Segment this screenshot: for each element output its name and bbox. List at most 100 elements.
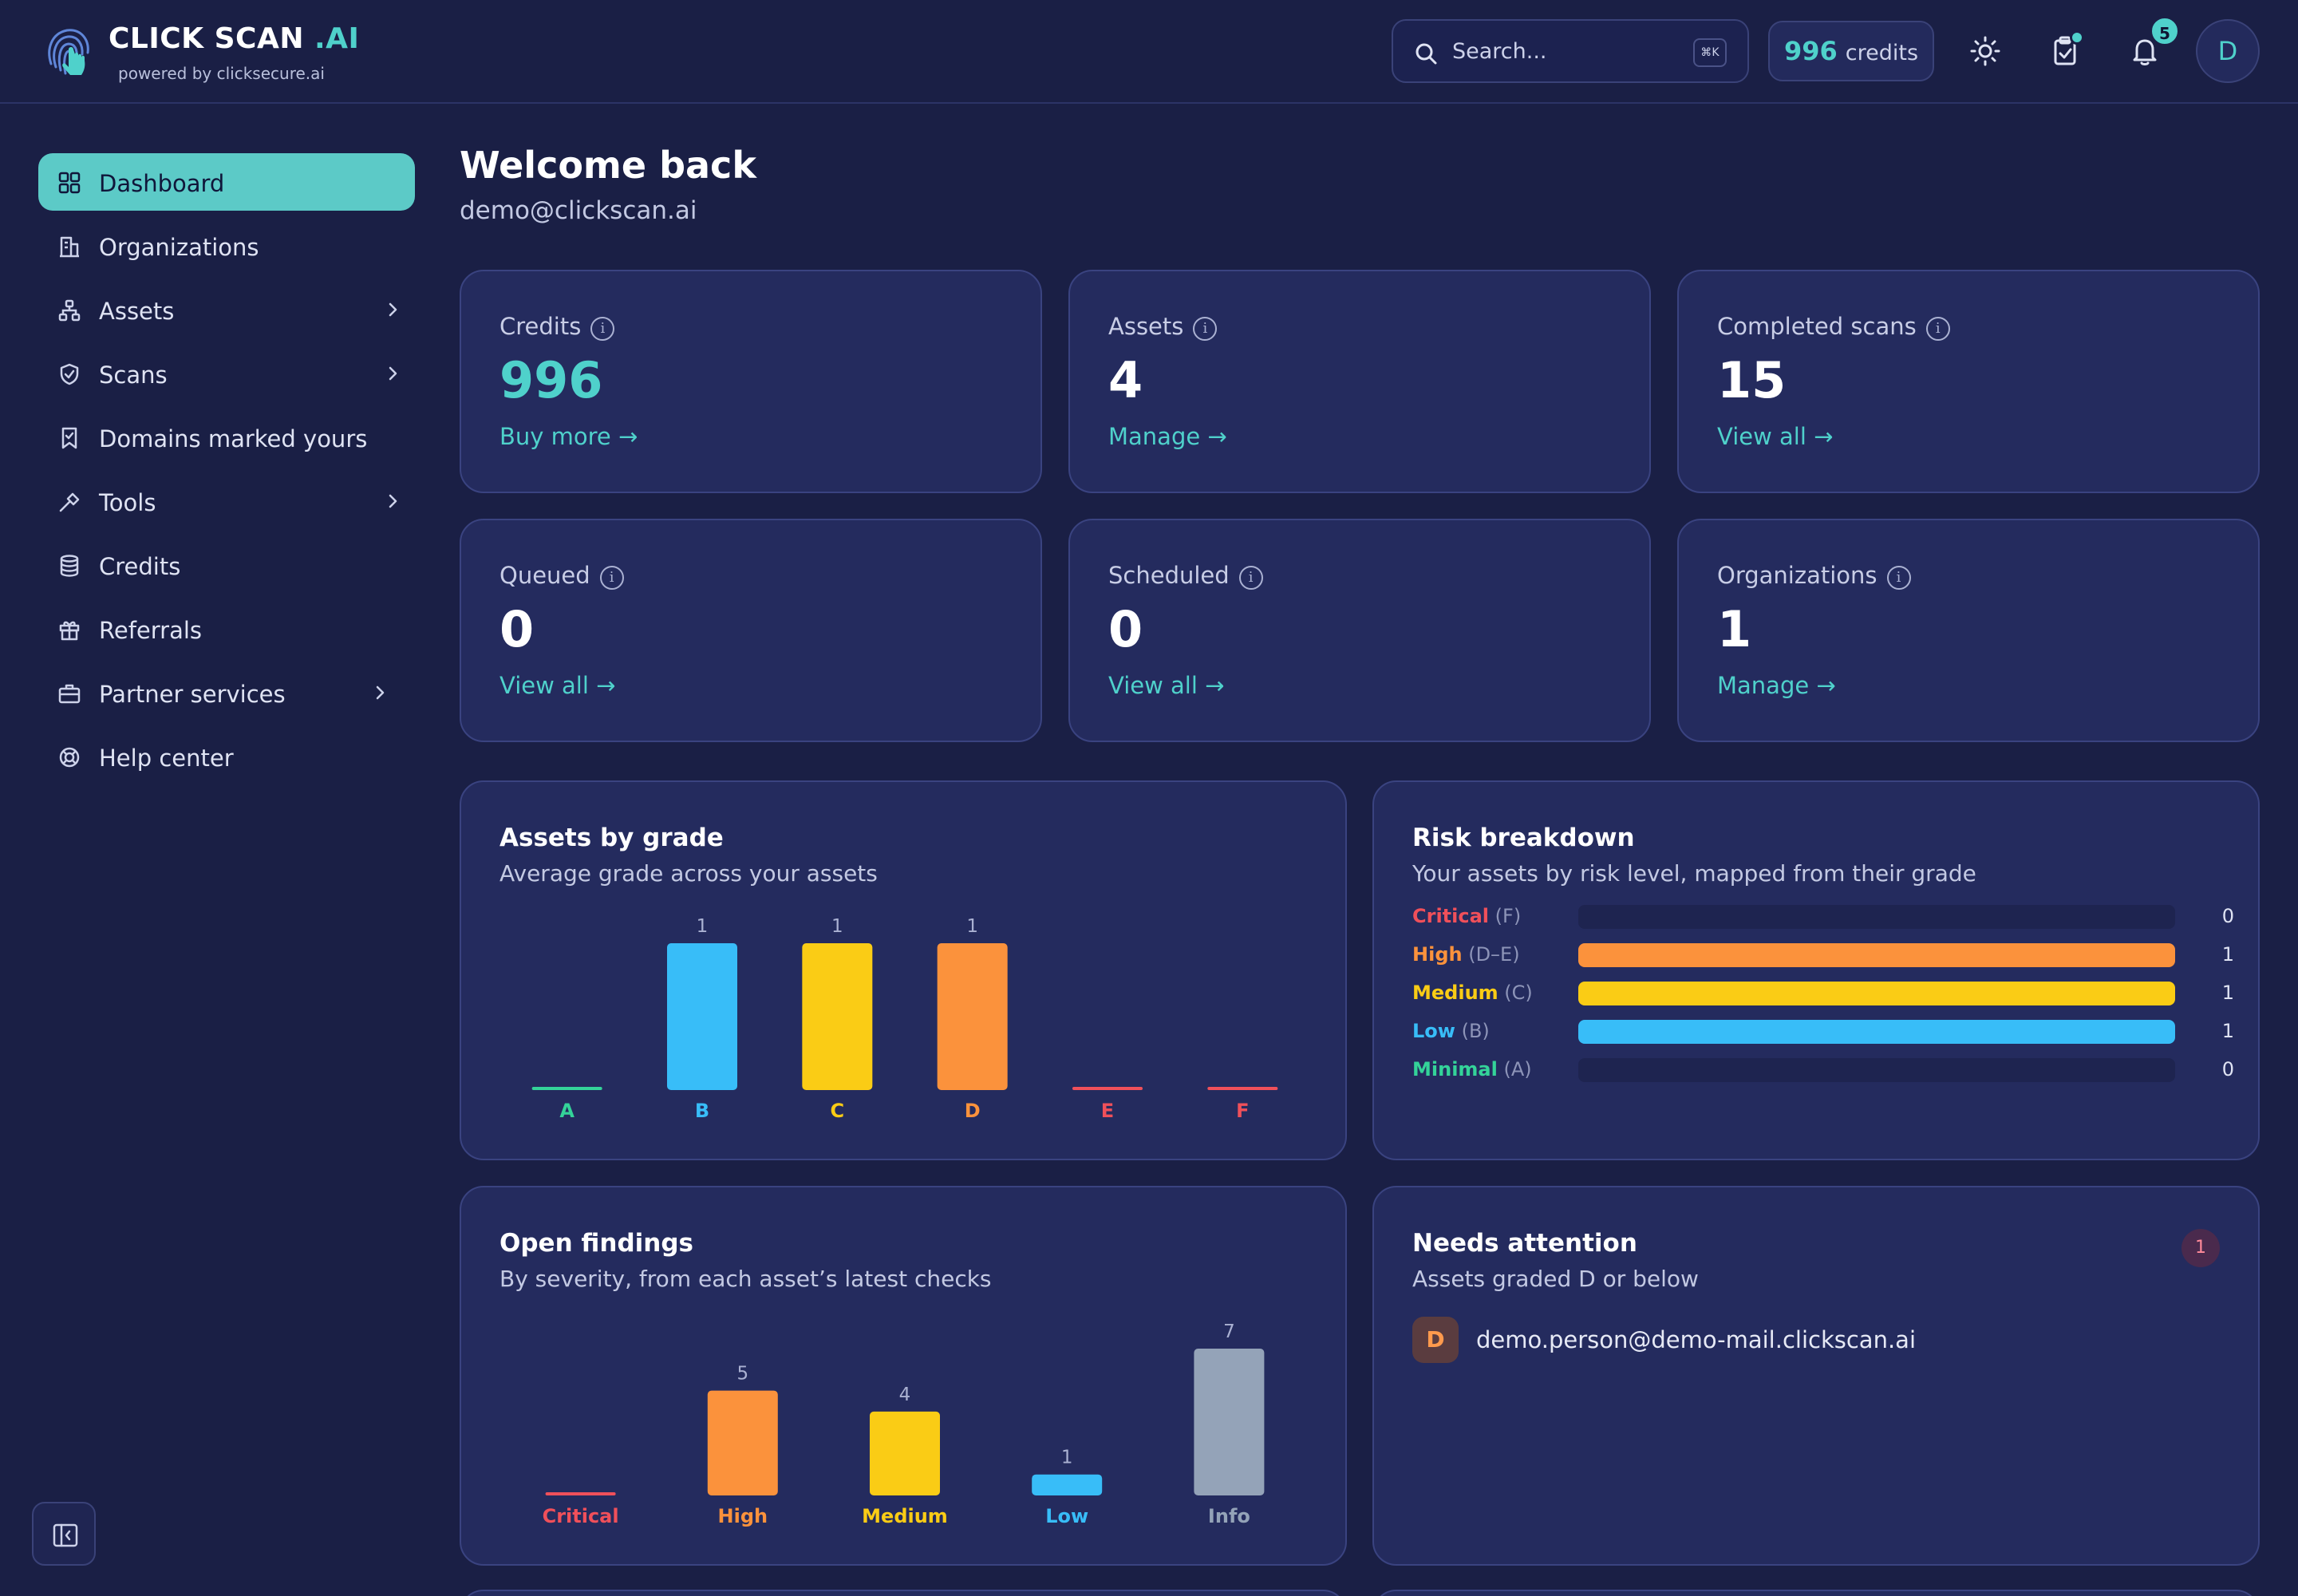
tick-label-f: F xyxy=(1236,1100,1249,1122)
bar-f[interactable] xyxy=(1207,1087,1278,1090)
brand-tagline: powered by clicksecure.ai xyxy=(118,64,325,83)
manage-organizations-link[interactable]: Manage → xyxy=(1717,672,1836,699)
bookmark-icon xyxy=(61,427,77,449)
info-icon[interactable]: i xyxy=(1886,566,1911,590)
sidebar-item-label: Scans xyxy=(99,361,168,389)
stat-value: 15 xyxy=(1717,351,1787,409)
credits-pill[interactable]: 996 credits xyxy=(1768,21,1934,81)
risk-count: 1 xyxy=(2221,1020,2234,1042)
bar-e[interactable] xyxy=(1072,1087,1143,1090)
bar-medium[interactable] xyxy=(870,1411,940,1495)
database-icon xyxy=(60,555,79,577)
chevron-right-icon xyxy=(389,302,397,317)
sidebar-item-assets[interactable]: Assets xyxy=(38,281,415,338)
bar-high[interactable] xyxy=(707,1390,778,1495)
view-completed-scans-link[interactable]: View all → xyxy=(1717,423,1834,450)
info-icon[interactable]: i xyxy=(590,317,615,341)
risk-bar-fill xyxy=(1578,982,2175,1005)
bar-b[interactable] xyxy=(667,943,737,1090)
sidebar-item-label: Credits xyxy=(99,553,181,580)
search-shortcut: ⌘K xyxy=(1693,38,1727,67)
sitemap-icon xyxy=(58,299,81,322)
user-avatar[interactable]: D xyxy=(2196,19,2260,83)
collapse-sidebar-button[interactable] xyxy=(32,1502,96,1566)
tick-label-high: High xyxy=(718,1505,768,1527)
manage-assets-link[interactable]: Manage → xyxy=(1108,423,1227,450)
attention-list-item[interactable]: D demo.person@demo-mail.clickscan.ai xyxy=(1412,1317,2130,1365)
bar-d[interactable] xyxy=(937,943,1008,1090)
sidebar-item-label: Dashboard xyxy=(99,170,225,197)
stat-label: Credits i xyxy=(499,313,615,341)
panel-title: Needs attention xyxy=(1412,1229,1637,1258)
sidebar-item-label: Assets xyxy=(99,298,175,325)
brand-name[interactable]: CLICK SCAN .AI xyxy=(109,22,360,55)
bar-info[interactable] xyxy=(1194,1349,1265,1495)
risk-level-label: Medium (C) xyxy=(1412,982,1533,1004)
sidebar-item-referrals[interactable]: Referrals xyxy=(38,600,415,658)
risk-count: 1 xyxy=(2221,982,2234,1004)
stat-label: Scheduled i xyxy=(1108,562,1263,590)
info-icon[interactable]: i xyxy=(1925,317,1950,341)
info-icon[interactable]: i xyxy=(1238,566,1263,590)
stat-value: 996 xyxy=(499,351,603,409)
stat-card-assets: Assets i 4 Manage → xyxy=(1068,270,1651,493)
sidebar-item-partner-services[interactable]: Partner services xyxy=(38,664,415,721)
info-icon[interactable]: i xyxy=(1193,317,1218,341)
tick-label-a: A xyxy=(559,1100,574,1122)
sidebar-item-label: Organizations xyxy=(99,234,259,261)
risk-row-low: Low (B) 1 xyxy=(1412,1017,2234,1049)
bar-c[interactable] xyxy=(802,943,873,1090)
grid-icon xyxy=(58,172,81,194)
value-label-info: 7 xyxy=(1223,1321,1235,1342)
assets-by-grade-panel: Assets by grade Average grade across you… xyxy=(460,780,1347,1160)
info-icon[interactable]: i xyxy=(599,566,624,590)
sidebar-item-help-center[interactable]: Help center xyxy=(38,728,415,785)
sun-icon[interactable] xyxy=(1969,35,2001,67)
stat-label: Organizations i xyxy=(1717,562,1911,590)
search-icon xyxy=(1416,43,1437,65)
tick-label-c: C xyxy=(831,1100,845,1122)
view-queued-link[interactable]: View all → xyxy=(499,672,616,699)
stat-value: 4 xyxy=(1108,351,1143,409)
risk-bar-fill xyxy=(1578,1020,2175,1044)
top-bar: CLICK SCAN .AI powered by clicksecure.ai… xyxy=(0,0,2298,104)
needs-attention-panel: Needs attention Assets graded D or below… xyxy=(1372,1186,2260,1566)
grade-badge: D xyxy=(1412,1317,1459,1363)
sidebar-item-credits[interactable]: Credits xyxy=(38,536,415,594)
risk-level-label: Low (B) xyxy=(1412,1020,1490,1042)
sidebar-item-dashboard[interactable]: Dashboard xyxy=(38,153,415,211)
panel-subtitle: Assets graded D or below xyxy=(1412,1266,1699,1292)
credits-pill-value: 996 xyxy=(1783,36,1838,66)
search-box[interactable]: Search... ⌘K xyxy=(1392,19,1749,83)
stat-card-scheduled: Scheduled i 0 View all → xyxy=(1068,519,1651,742)
bar-a[interactable] xyxy=(531,1087,602,1090)
value-label-high: 5 xyxy=(736,1364,748,1385)
sidebar-item-label: Help center xyxy=(99,745,234,772)
search-placeholder: Search... xyxy=(1452,39,1547,64)
panel-title: Assets by grade xyxy=(499,824,724,852)
tasks-indicator-dot xyxy=(2070,30,2084,45)
attention-count-badge: 1 xyxy=(2182,1229,2220,1267)
stat-label: Completed scans i xyxy=(1717,313,1950,341)
bar-low[interactable] xyxy=(1032,1474,1103,1495)
asset-name: demo.person@demo-mail.clickscan.ai xyxy=(1476,1326,1916,1353)
risk-bar-track xyxy=(1578,1020,2175,1044)
fingerprint-logo-icon[interactable] xyxy=(41,22,96,80)
panel-subtitle: Your assets by risk level, mapped from t… xyxy=(1412,860,1976,887)
clipboard-check-icon[interactable] xyxy=(2049,35,2081,67)
sidebar-item-organizations[interactable]: Organizations xyxy=(38,217,415,275)
bell-icon[interactable] xyxy=(2129,35,2161,67)
open-findings-panel: Open findings By severity, from each ass… xyxy=(460,1186,1347,1566)
bar-critical[interactable] xyxy=(545,1492,616,1495)
risk-bar-track xyxy=(1578,982,2175,1005)
chevron-right-icon xyxy=(389,366,397,381)
sidebar-item-domains-marked-yours[interactable]: Domains marked yours xyxy=(38,409,415,466)
gift-icon xyxy=(59,621,80,641)
shield-icon xyxy=(60,363,79,385)
buy-more-link[interactable]: Buy more → xyxy=(499,423,638,450)
panel-subtitle: Average grade across your assets xyxy=(499,860,878,887)
sidebar-item-tools[interactable]: Tools xyxy=(38,472,415,530)
sidebar-item-scans[interactable]: Scans xyxy=(38,345,415,402)
view-scheduled-link[interactable]: View all → xyxy=(1108,672,1225,699)
stat-value: 1 xyxy=(1717,600,1752,658)
